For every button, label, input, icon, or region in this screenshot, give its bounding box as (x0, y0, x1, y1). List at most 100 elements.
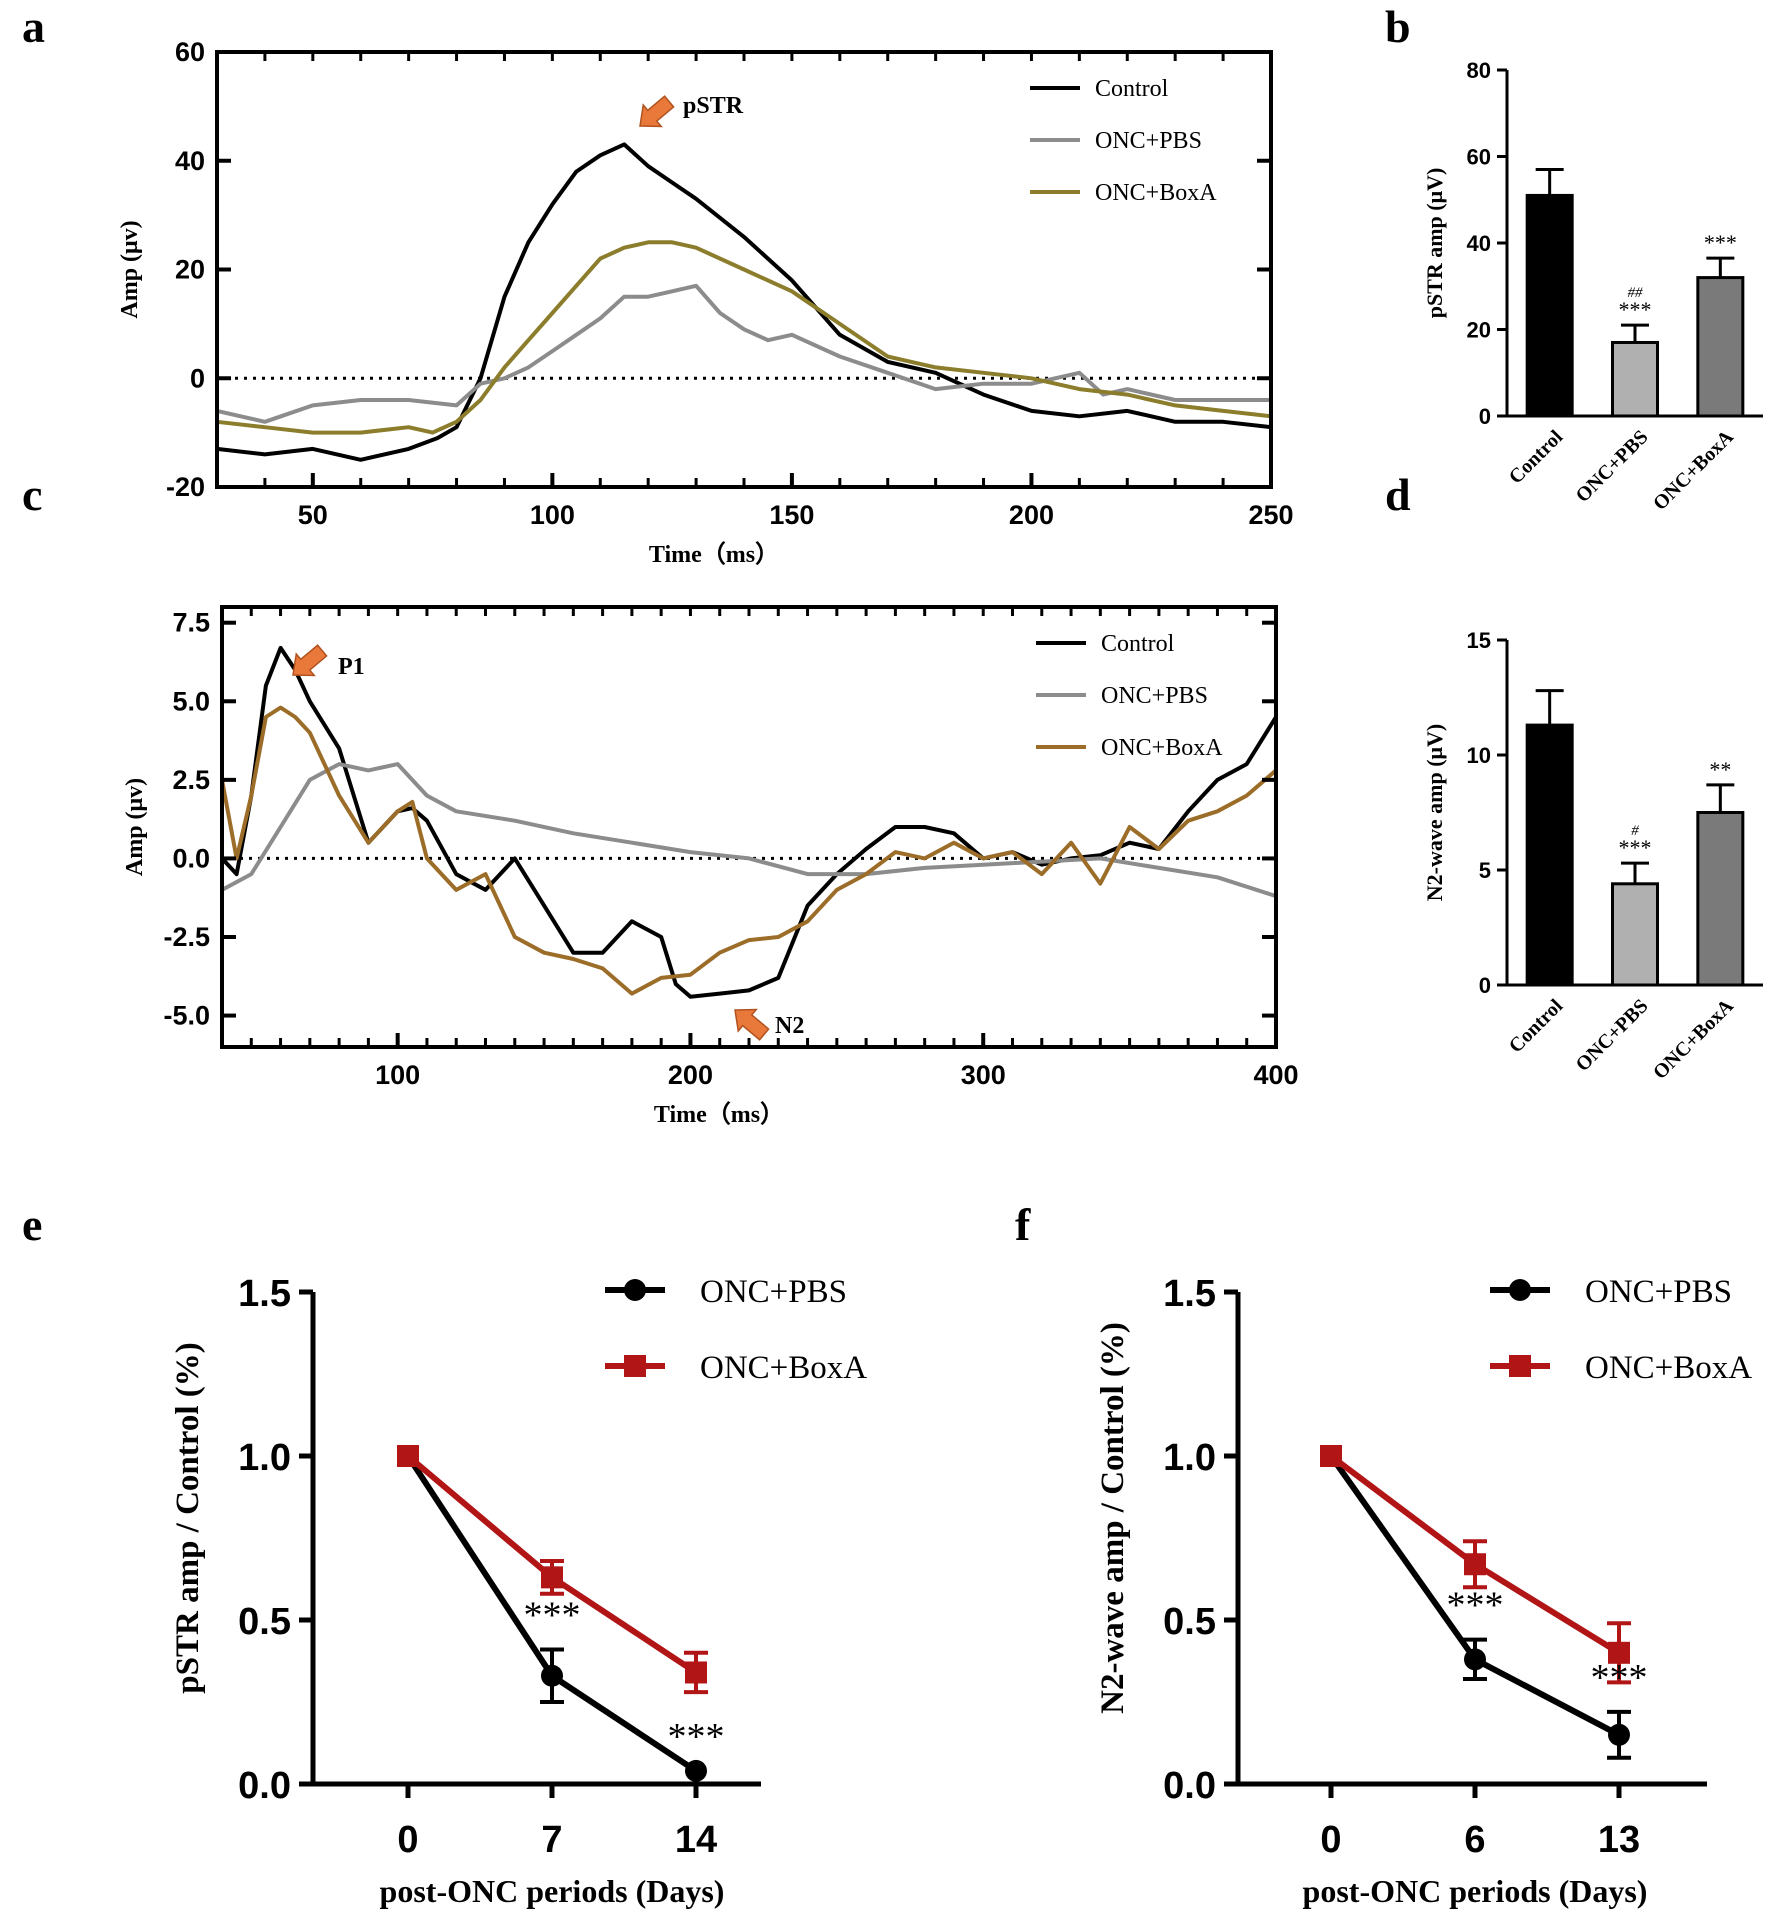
y-tick-label: 0.0 (1163, 1765, 1216, 1807)
x-tick-label: 200 (1009, 500, 1054, 530)
x-tick-label: 250 (1248, 500, 1293, 530)
p1-arrow (292, 644, 328, 677)
pstr-arrow (639, 95, 675, 128)
y-tick-label: 10 (1467, 743, 1491, 768)
x-tick-label: 13 (1598, 1819, 1640, 1861)
bar-onc-boxa (1696, 276, 1745, 418)
significance-hash: # (1631, 823, 1639, 839)
y-tick-label: 5.0 (172, 686, 210, 716)
point-onc-pbs (1464, 1648, 1486, 1671)
x-tick-label: 200 (668, 1060, 713, 1090)
legend-label: ONC+BoxA (1101, 735, 1223, 761)
panel-label-e: e (22, 1199, 42, 1250)
y-tick-label: 1.0 (1163, 1437, 1216, 1479)
panel-label-d: d (1385, 469, 1411, 520)
series-line-onc-boxa (220, 705, 1278, 996)
y-tick-label: 20 (175, 255, 205, 285)
x-tick-label: ONC+PBS (1572, 426, 1653, 507)
bar-control (1525, 193, 1574, 418)
significance-label: *** (524, 1595, 581, 1637)
chart-e: 0.0 0.5 1.0 1.5 0 7 14 ONC+PBS ONC+BoxA *** *** pos… (170, 1273, 867, 1909)
y-tick-label: -5.0 (163, 1001, 210, 1031)
x-tick-label: 0 (1320, 1819, 1341, 1861)
y-tick-label: 20 (1467, 318, 1491, 343)
significance-label: *** (1704, 230, 1737, 255)
significance-label: *** (1619, 835, 1652, 860)
legend-label: ONC+BoxA (700, 1350, 867, 1386)
bar-control (1525, 723, 1574, 987)
y-tick-label: 40 (1467, 231, 1491, 256)
significance-hash: ## (1628, 285, 1644, 301)
chart-a: 50 100 150 200 250 -20 0 20 40 60 Time（ms） Amp (μv)… (117, 37, 1294, 568)
legend-label: Control (1101, 631, 1175, 657)
significance-label: *** (1619, 297, 1652, 322)
point-onc-boxa (541, 1566, 563, 1589)
point-onc-boxa (397, 1445, 419, 1467)
chart-d: Control ***# ONC+PBS ** ONC+BoxA 0 5 10 15 N2-wav… (1422, 628, 1763, 1084)
bar-onc-pbs (1611, 882, 1659, 987)
series-line-onc-pbs (221, 762, 1277, 899)
x-tick-label: 100 (375, 1060, 420, 1090)
y-tick-label: 60 (1467, 145, 1491, 170)
legend-marker (624, 1355, 646, 1377)
y-axis-label: Amp (μv) (117, 220, 143, 318)
y-tick-label: 0.5 (238, 1601, 291, 1643)
legend-label: ONC+PBS (700, 1274, 847, 1310)
x-tick-label: ONC+BoxA (1649, 426, 1738, 515)
point-onc-boxa (1464, 1553, 1486, 1576)
n2-arrow (734, 1008, 770, 1041)
y-tick-label: 80 (1467, 58, 1491, 83)
x-tick-label: ONC+BoxA (1649, 995, 1738, 1084)
point-onc-boxa (1608, 1641, 1630, 1664)
y-tick-label: 15 (1467, 628, 1491, 653)
y-tick-label: 0 (1479, 973, 1491, 998)
x-tick-label: Control (1505, 995, 1568, 1058)
panel-label-f: f (1015, 1199, 1031, 1250)
y-tick-label: 1.5 (1163, 1273, 1216, 1315)
panel-label-a: a (22, 1, 45, 52)
x-tick-label: 0 (397, 1819, 418, 1861)
point-onc-boxa (1320, 1445, 1342, 1467)
y-tick-label: 60 (175, 37, 205, 67)
legend-marker (1509, 1279, 1531, 1301)
y-axis-label: N2-wave amp (μV) (1422, 724, 1447, 901)
p1-arrow-shape (292, 644, 328, 677)
bar-onc-boxa (1696, 811, 1745, 987)
legend-label: ONC+BoxA (1095, 180, 1217, 206)
chart-c: 100 200 300 400 -5.0 -2.5 0.0 2.5 5.0 7.5 Time（ms）… (122, 605, 1299, 1128)
plot-frame (220, 605, 1278, 1049)
x-tick-label: 400 (1253, 1060, 1298, 1090)
chart-f: 0.0 0.5 1.0 1.5 0 6 13 ONC+PBS ONC+BoxA *** *** pos… (1095, 1273, 1752, 1909)
pstr-arrow-shape (639, 95, 675, 128)
x-tick-label: 100 (530, 500, 575, 530)
point-onc-pbs (685, 1759, 707, 1782)
point-onc-pbs (541, 1664, 563, 1687)
y-tick-label: -2.5 (163, 922, 210, 952)
y-tick-label: 0 (190, 363, 205, 393)
legend-label: ONC+PBS (1101, 683, 1208, 709)
y-tick-label: 1.5 (238, 1273, 291, 1315)
annotation-pstr: pSTR (683, 93, 744, 119)
y-tick-label: 2.5 (172, 765, 210, 795)
point-onc-boxa (685, 1661, 707, 1684)
point-onc-pbs (1608, 1723, 1630, 1746)
significance-label: *** (668, 1716, 725, 1758)
y-axis-label: pSTR amp (μV) (1422, 168, 1447, 319)
annotation-p1: P1 (338, 654, 365, 680)
x-axis-label: Time（ms） (649, 541, 779, 568)
annotation-n2: N2 (775, 1013, 804, 1039)
y-tick-label: 0.5 (1163, 1601, 1216, 1643)
legend-label: ONC+BoxA (1585, 1350, 1752, 1386)
legend-marker (624, 1279, 646, 1301)
significance-label: *** (1447, 1585, 1504, 1627)
x-tick-label: Control (1505, 426, 1568, 489)
series-line-onc-pbs (216, 283, 1271, 424)
legend-marker (1509, 1355, 1531, 1377)
y-tick-label: 0.0 (172, 843, 210, 873)
y-axis-label: N2-wave amp / Control (%) (1095, 1322, 1131, 1714)
significance-label: *** (1591, 1657, 1648, 1699)
y-tick-label: 0.0 (238, 1765, 291, 1807)
y-tick-label: 0 (1479, 404, 1491, 429)
x-axis-label: post-ONC periods (Days) (380, 1873, 725, 1909)
